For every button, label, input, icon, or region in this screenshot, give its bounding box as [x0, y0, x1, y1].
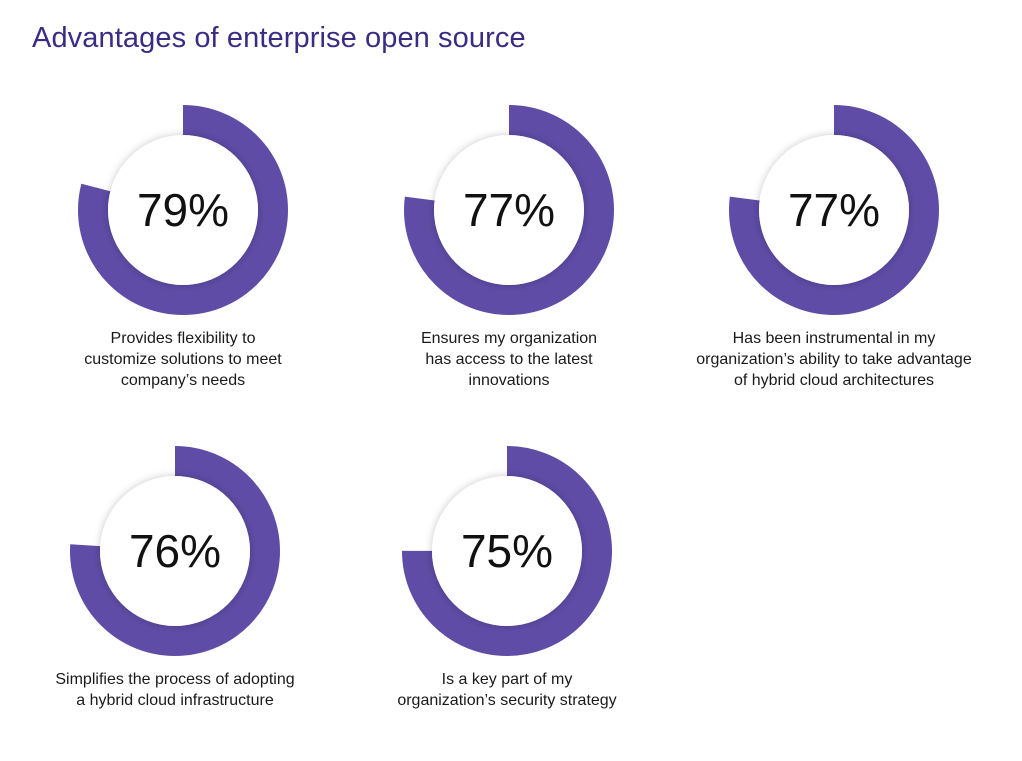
donut-svg: [70, 446, 280, 656]
donut-tile-innovations: 77% Ensures my organization has access t…: [359, 100, 659, 420]
donut-chart: 76%: [65, 441, 285, 661]
donut-chart: 79%: [73, 100, 293, 320]
percent-label: 76%: [128, 525, 222, 577]
donut-caption: Ensures my organization has access to th…: [420, 330, 598, 389]
donut-value-arc: [78, 105, 288, 315]
percent-label: 77%: [787, 184, 881, 236]
donut-caption: Is a key part of my organization’s secur…: [397, 671, 617, 709]
donut-svg: [78, 105, 288, 315]
donut-center: [432, 476, 582, 626]
donut-value-arc: [402, 446, 612, 656]
donut-center: [434, 135, 584, 285]
donut-value-arc: [404, 105, 614, 315]
donut-value-arc: [729, 105, 939, 315]
donut-chart: 77%: [399, 100, 619, 320]
donut-tile-hybrid-architectures: 77% Has been instrumental in my organiza…: [684, 100, 984, 420]
donut-tile-flexibility: 79% Provides flexibility to customize so…: [33, 100, 333, 420]
donut-center: [100, 476, 250, 626]
donut-caption: Has been instrumental in my organization…: [696, 330, 972, 389]
donut-svg: [402, 446, 612, 656]
donut-chart: 75%: [397, 441, 617, 661]
donut-caption: Provides flexibility to customize soluti…: [84, 330, 282, 389]
donut-center: [759, 135, 909, 285]
donut-chart: 77%: [724, 100, 944, 320]
donut-svg: [404, 105, 614, 315]
donut-svg: [729, 105, 939, 315]
percent-label: 79%: [136, 184, 230, 236]
page-title: Advantages of enterprise open source: [32, 22, 526, 54]
donut-caption: Simplifies the process of adopting a hyb…: [55, 671, 295, 709]
donut-tile-security: 75% Is a key part of my organization’s s…: [357, 441, 657, 761]
percent-label: 75%: [460, 525, 554, 577]
donut-tile-hybrid-infrastructure: 76% Simplifies the process of adopting a…: [25, 441, 325, 761]
donut-center: [108, 135, 258, 285]
donut-value-arc: [70, 446, 280, 656]
percent-label: 77%: [462, 184, 556, 236]
